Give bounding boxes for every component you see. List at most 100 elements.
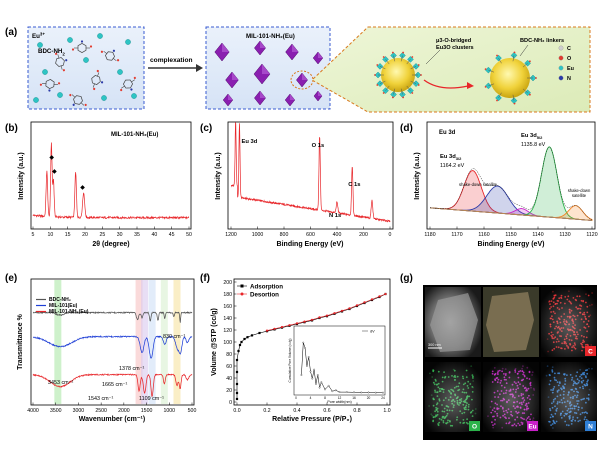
inset-point xyxy=(309,370,312,373)
desorption-line xyxy=(266,293,386,331)
oxygen-atom xyxy=(529,93,531,96)
eu-ion-1 xyxy=(67,37,73,43)
complexation-arrowhead xyxy=(196,64,203,72)
eu3d-satellite2-label: shake-down xyxy=(568,188,591,193)
xrd-xtick-label: 5 xyxy=(32,232,35,238)
panel-e-label: (e) xyxy=(5,273,17,284)
panel-g: (g) 300 nm C O Eu N xyxy=(400,273,597,440)
inset-point xyxy=(304,347,306,349)
ftir-trace-mil-101-eu xyxy=(33,334,193,359)
ftir-xtick-label: 1500 xyxy=(141,408,153,414)
desorption-point xyxy=(378,295,381,298)
eds-map-glow xyxy=(541,362,597,432)
eu-ion-8 xyxy=(101,95,107,101)
bet-xtick-label: 0.8 xyxy=(353,408,360,414)
linker-strut xyxy=(522,63,528,68)
desorption-point xyxy=(310,318,314,321)
legend-atom-eu xyxy=(558,65,564,71)
linker-strut xyxy=(393,55,396,62)
mof-crystal-facet-2 xyxy=(292,44,299,52)
bet-ytick-label: 0 xyxy=(229,400,232,406)
adsorption-point xyxy=(238,343,242,347)
eds-badge-label-c: C xyxy=(588,349,593,356)
oxygen-atom xyxy=(496,54,498,57)
ftir-band-label-3453: 3453 cm⁻¹ xyxy=(48,380,74,386)
oxygen-atom xyxy=(376,64,379,66)
inset-xtick-label: 24 xyxy=(381,396,385,400)
panel-f-label: (f) xyxy=(200,273,210,284)
ftir-xtick-label: 4000 xyxy=(27,408,39,414)
ftir-xtick-label: 1000 xyxy=(164,408,176,414)
inset-point xyxy=(353,391,355,394)
linker-bond xyxy=(103,50,107,54)
legend-atom-n xyxy=(558,75,564,81)
oxygen-atom xyxy=(116,59,120,62)
ftir-band-label-1109: 1109 cm⁻¹ xyxy=(139,396,164,402)
eu3d-xtick-label: 1170 xyxy=(451,232,462,238)
linker-bond xyxy=(113,58,117,62)
bet-ytick-label: 160 xyxy=(223,304,232,310)
linker-molecule-5 xyxy=(39,79,61,92)
mof-crystal-facet-4 xyxy=(232,72,239,80)
linker-ring xyxy=(77,42,87,54)
inset-xtick-label: 16 xyxy=(352,396,356,400)
nitrogen-atom xyxy=(112,49,116,52)
linker-bond xyxy=(131,79,135,83)
linker-strut xyxy=(512,55,515,62)
inset-point xyxy=(324,388,326,391)
linker-strut xyxy=(385,85,390,91)
adsorption-point xyxy=(243,337,246,341)
eds-map-glow xyxy=(483,362,539,432)
oxygen-atom xyxy=(391,96,394,99)
nitrogen-atom xyxy=(72,103,75,106)
xps-xtick-label: 200 xyxy=(359,232,368,238)
eu3d-xtick-label: 1130 xyxy=(559,232,570,238)
linker-bond xyxy=(97,72,100,77)
nitrogen-atom xyxy=(65,59,68,62)
bet-ytick-label: 100 xyxy=(223,340,232,346)
mof-crystal-facet-6 xyxy=(302,73,308,80)
oxygen-atom xyxy=(513,51,516,54)
cluster-leader-line xyxy=(425,49,441,65)
oxygen-atom xyxy=(535,77,537,79)
oxygen-atom xyxy=(54,52,58,55)
linker-label: BDC-NH₂ linkers xyxy=(520,38,564,44)
linker-bond xyxy=(71,94,76,98)
eu-ion-5 xyxy=(83,57,89,63)
oxygen-atom xyxy=(484,68,487,71)
adsorption-point xyxy=(258,331,261,335)
linker-strut xyxy=(498,57,502,64)
panel-e-xlabel: Wavenumber (cm⁻¹) xyxy=(79,416,145,423)
ftir-band-0 xyxy=(54,280,62,404)
panel-e-ylabel: Transmittance % xyxy=(17,313,24,369)
adsorption-point xyxy=(235,370,239,374)
bet-ytick-label: 200 xyxy=(223,280,232,286)
linker-molecule-2 xyxy=(54,52,68,72)
panel-d: (d) Eu 3d Eu 3d3/2 1164.2 eV Eu 3d5/2 1135.… xyxy=(400,121,598,248)
inset-xtick-label: 0 xyxy=(295,396,297,400)
oxygen-atom xyxy=(529,60,531,63)
inset-point xyxy=(367,391,370,394)
mof-crystal-facet-10 xyxy=(318,91,322,96)
bet-xtick-label: 1.0 xyxy=(383,408,390,414)
oxygen-atom xyxy=(133,76,136,80)
xps-xtick-label: 800 xyxy=(280,232,289,238)
inset-xtick-label: 4 xyxy=(310,396,312,400)
panel-b-ylabel: Intensity (a.u.) xyxy=(18,152,25,199)
panel-d-label: (d) xyxy=(400,123,413,134)
bet-ytick-label: 120 xyxy=(223,328,232,334)
linker-ring xyxy=(105,51,115,61)
panel-d-xlabel: Binding Energy (eV) xyxy=(478,241,545,248)
mof-crystal-facet-1 xyxy=(260,41,266,48)
linker-strut xyxy=(400,88,403,95)
eu3d-background xyxy=(430,207,592,221)
linker-strut xyxy=(406,85,411,91)
inset-point xyxy=(307,356,310,358)
panel-b-xlabel: 2θ (degree) xyxy=(92,241,129,248)
eu3d-peak2-value: 1135.8 eV xyxy=(521,142,546,148)
panel-b-plot: ◆ ◆ ◆ 5 10 15 20 25 30 35 40 45 50 xyxy=(32,142,192,238)
xrd-xtick-label: 40 xyxy=(151,232,157,238)
inset-ylabel: Cumulative Pore Volume (cc/g) xyxy=(288,339,292,383)
cluster-label-line1: μ3-O-bridged xyxy=(436,38,472,44)
